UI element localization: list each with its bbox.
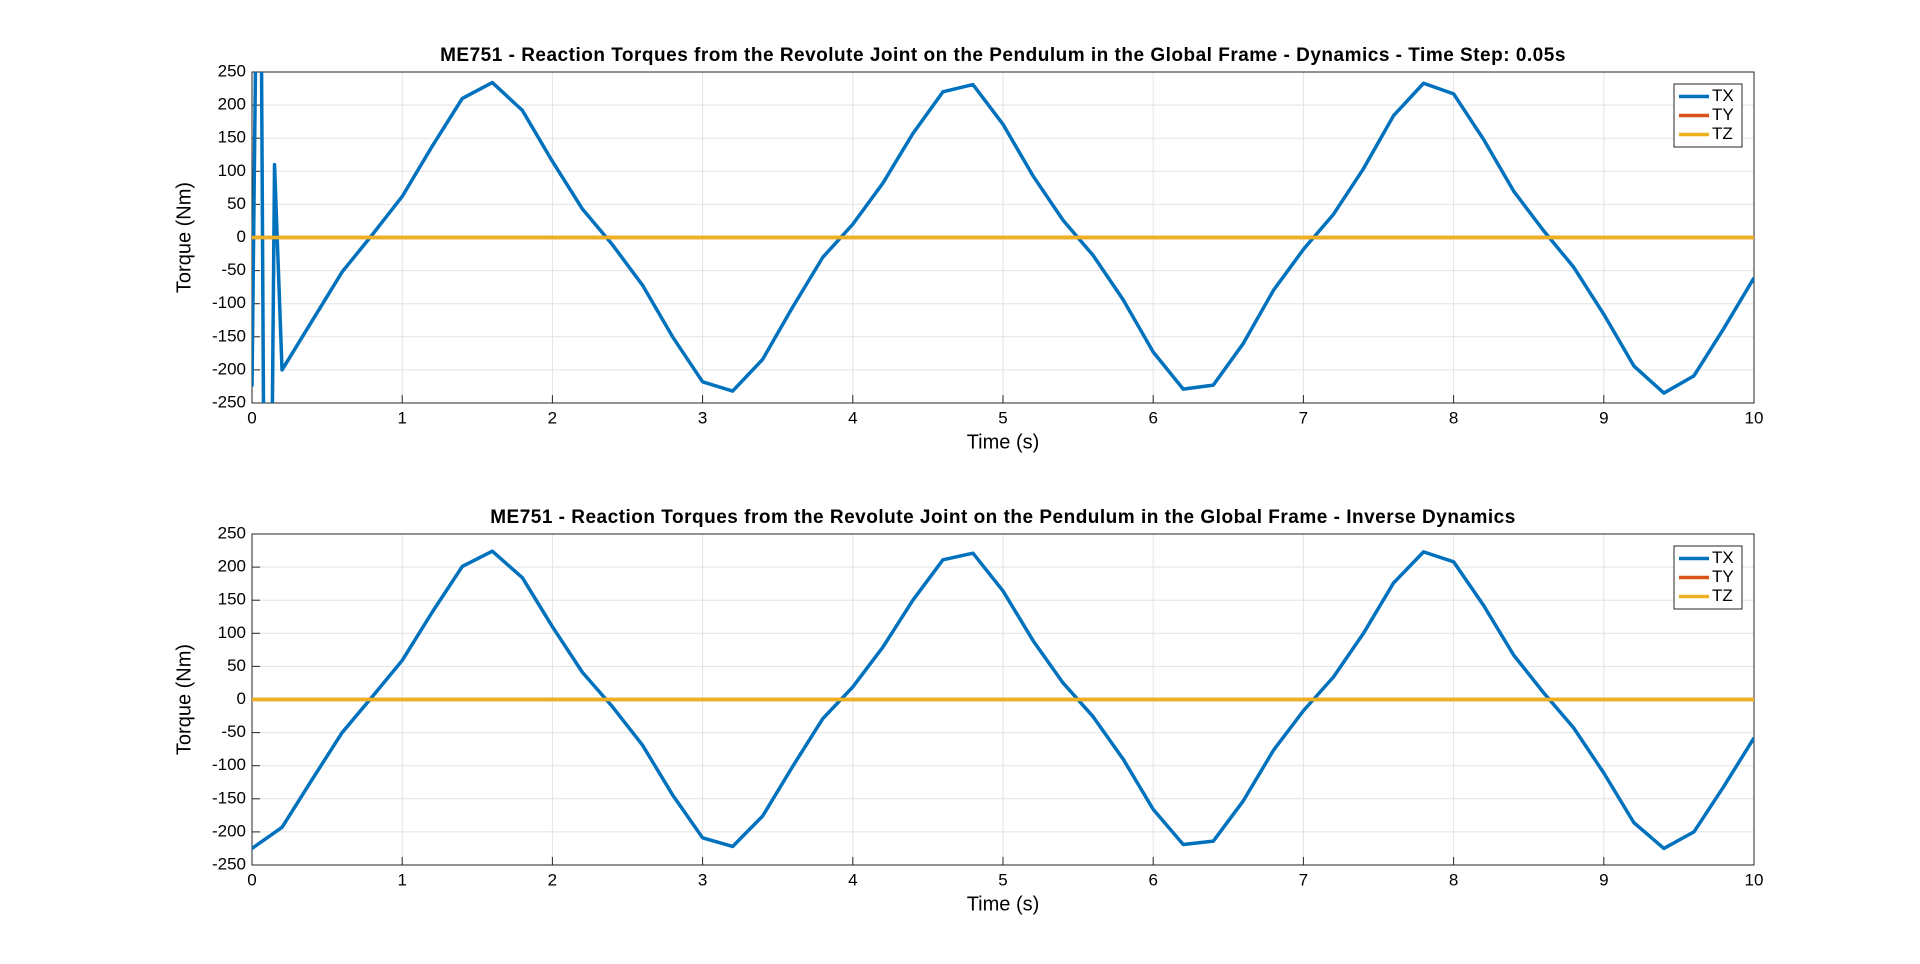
chart: -250 -200 -150 -100 -50 0 50 100 150 200 250 0 1 2 3 4 5… [173,507,1763,915]
x-axis-label: Time (s) [967,431,1040,453]
y-tick-label: 50 [227,656,246,675]
legend-label: TY [1712,567,1734,586]
y-tick-label: 0 [237,689,246,708]
y-tick-label: -150 [212,326,246,345]
chart: -250 -200 -150 -100 -50 0 50 100 150 200 250 0 1 2 3 4 5… [173,45,1764,453]
x-tick-label: 1 [397,408,406,427]
x-tick-label: 9 [1599,870,1608,889]
x-tick-label: 7 [1299,408,1308,427]
x-tick-label: 10 [1745,870,1764,889]
y-tick-label: 250 [218,523,246,542]
y-tick-label: -150 [212,788,246,807]
x-tick-label: 8 [1449,870,1458,889]
x-tick-label: 8 [1449,408,1458,427]
y-tick-label: -50 [221,722,246,741]
x-axis-label: Time (s) [967,893,1040,915]
x-tick-label: 6 [1148,870,1157,889]
x-tick-label: 3 [698,408,707,427]
data-line [252,72,1754,403]
chart-title: ME751 - Reaction Torques from the Revolu… [440,45,1566,66]
y-tick-label: -200 [212,359,246,378]
x-tick-label: 7 [1299,870,1308,889]
y-tick-label: 200 [218,95,246,114]
y-tick-label: -100 [212,293,246,312]
x-tick-label: 0 [247,870,256,889]
y-tick-label: 50 [227,194,246,213]
x-tick-label: 6 [1148,408,1157,427]
y-tick-label: -250 [212,392,246,411]
x-tick-label: 4 [848,870,857,889]
y-tick-label: 0 [237,227,246,246]
y-axis-label: Torque (Nm) [173,182,195,293]
y-tick-label: 100 [218,623,246,642]
y-tick-label: -100 [212,755,246,774]
x-tick-label: 10 [1745,408,1764,427]
y-tick-label: -200 [212,821,246,840]
x-tick-label: 2 [548,870,557,889]
y-tick-label: 150 [218,128,246,147]
y-tick-label: -250 [212,854,246,873]
y-axis-label: Torque (Nm) [173,644,195,755]
legend-label: TZ [1712,124,1733,143]
x-tick-label: 5 [998,408,1007,427]
data-line [252,549,1754,851]
x-tick-label: 1 [397,870,406,889]
y-tick-label: 250 [218,61,246,80]
x-tick-label: 3 [698,870,707,889]
legend-label: TZ [1712,586,1733,605]
x-tick-label: 5 [998,870,1007,889]
y-tick-label: 100 [218,161,246,180]
y-tick-label: 200 [218,557,246,576]
legend-label: TY [1712,105,1734,124]
x-tick-label: 4 [848,408,857,427]
y-tick-label: 150 [218,590,246,609]
x-tick-label: 0 [247,408,256,427]
legend-label: TX [1712,86,1734,105]
chart-title: ME751 - Reaction Torques from the Revolu… [490,507,1516,528]
y-tick-label: -50 [221,260,246,279]
x-tick-label: 9 [1599,408,1608,427]
legend-label: TX [1712,548,1734,567]
x-tick-label: 2 [548,408,557,427]
